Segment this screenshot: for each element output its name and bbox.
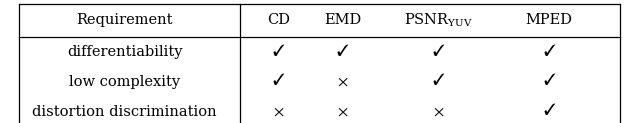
Text: ✓: ✓ (543, 105, 555, 118)
Text: ✓: ✓ (543, 45, 555, 59)
Text: distortion discrimination: distortion discrimination (33, 105, 217, 119)
Text: Requirement: Requirement (77, 13, 173, 27)
Text: differentiability: differentiability (67, 45, 182, 59)
Text: ✓: ✓ (543, 75, 555, 88)
Text: low complexity: low complexity (69, 75, 180, 89)
Text: MPED: MPED (525, 13, 573, 27)
Text: ×: × (337, 105, 348, 118)
Text: ✓: ✓ (433, 45, 444, 59)
Text: EMD: EMD (324, 13, 361, 27)
Text: ✓: ✓ (337, 45, 348, 59)
Text: ✓: ✓ (273, 75, 284, 88)
Text: PSNR$_\mathregular{YUV}$: PSNR$_\mathregular{YUV}$ (404, 11, 473, 29)
Text: CD: CD (267, 13, 290, 27)
Text: ✓: ✓ (433, 75, 444, 88)
Text: ×: × (273, 105, 284, 118)
Text: ×: × (337, 75, 348, 88)
Text: ✓: ✓ (273, 45, 284, 59)
Text: ×: × (433, 105, 444, 118)
